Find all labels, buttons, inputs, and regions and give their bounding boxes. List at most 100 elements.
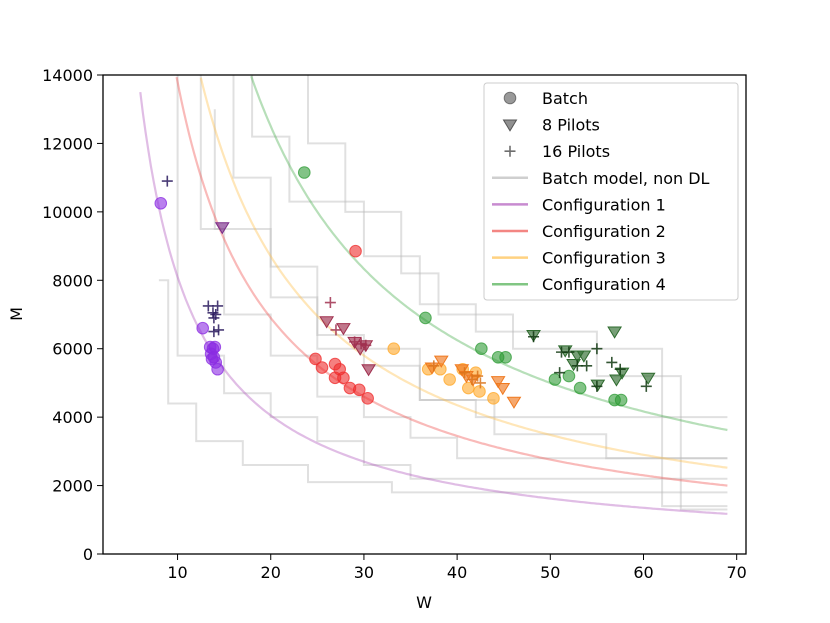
legend-label: Configuration 3	[542, 249, 666, 268]
data-point-triangle	[336, 323, 351, 336]
data-point-circle	[387, 342, 401, 356]
data-point-plus	[360, 339, 372, 351]
data-point-plus	[459, 367, 471, 379]
y-tick-label: 0	[83, 545, 93, 564]
data-point-circle	[548, 373, 562, 386]
data-point-plus	[571, 360, 583, 372]
x-tick-label: 60	[633, 563, 653, 582]
data-point-circle	[207, 350, 221, 364]
data-point-circle	[352, 383, 366, 397]
data-point-circle	[562, 369, 576, 383]
y-tick-label: 2000	[52, 477, 93, 496]
curves-layer	[139, 75, 728, 515]
data-point-plus	[554, 367, 566, 379]
data-point-plus	[472, 370, 484, 382]
data-point-plus	[355, 338, 367, 350]
data-point-triangle	[319, 316, 335, 329]
data-point-circle	[573, 381, 587, 395]
data-point-plus	[591, 380, 603, 392]
data-point-circle	[297, 166, 311, 179]
data-point-circle	[614, 393, 628, 407]
data-point-plus	[466, 374, 478, 386]
points-layer	[154, 166, 656, 409]
y-tick-label: 14000	[42, 66, 93, 85]
curve-configuration-3	[199, 77, 728, 469]
legend: Batch 8 Pilots 16 Pilots Batch model, non D…	[483, 82, 739, 301]
x-tick-label: 20	[261, 563, 281, 582]
legend-label: Batch model, non DL	[542, 169, 710, 188]
x-tick-label: 40	[447, 563, 467, 582]
data-point-plus	[208, 326, 220, 338]
x-tick-label: 10	[167, 563, 187, 582]
data-point-plus	[349, 336, 361, 348]
data-point-plus	[210, 309, 222, 320]
data-point-circle	[443, 373, 456, 386]
data-point-plus	[591, 343, 603, 355]
data-point-plus	[324, 297, 336, 309]
y-tick-label: 12000	[42, 134, 93, 153]
batch-model-step-line	[307, 75, 728, 508]
data-point-triangle	[607, 326, 622, 339]
axes-layer: 10 20 30 40 50 60 70 0 2000 4000 6000 8000 10000 1200…	[42, 66, 747, 582]
data-point-circle	[211, 362, 224, 376]
legend-label: 16 Pilots	[542, 142, 610, 161]
x-tick-label: 50	[540, 563, 560, 582]
curve-configuration-2	[175, 76, 728, 487]
legend-label: Batch	[542, 89, 588, 108]
data-point-circle	[487, 392, 500, 405]
data-point-plus	[161, 175, 173, 187]
y-tick-label: 6000	[52, 340, 93, 359]
x-tick-label: 70	[727, 563, 747, 582]
data-point-circle	[196, 321, 210, 335]
data-point-triangle	[609, 374, 624, 387]
legend-label: 8 Pilots	[542, 116, 600, 135]
legend-marker-plus	[504, 145, 516, 157]
data-point-triangle	[361, 364, 376, 377]
data-point-triangle	[640, 372, 656, 385]
data-point-circle	[154, 197, 168, 210]
data-point-plus	[606, 356, 618, 368]
x-tick-label: 30	[354, 563, 374, 582]
y-tick-label: 8000	[52, 271, 93, 290]
curve-configuration-4	[250, 75, 728, 432]
y-tick-label: 10000	[42, 203, 93, 222]
legend-label: Configuration 2	[542, 222, 666, 241]
data-point-plus	[212, 300, 224, 312]
data-point-circle	[419, 311, 432, 325]
data-point-circle	[499, 350, 512, 364]
data-point-circle	[315, 361, 329, 374]
data-point-triangle	[614, 367, 630, 380]
legend-box	[483, 82, 739, 301]
data-point-triangle	[495, 383, 511, 396]
batch-model-step-line	[199, 75, 728, 460]
data-point-circle	[361, 392, 374, 405]
data-point-triangle	[590, 379, 606, 392]
batch-model-step-line	[176, 75, 728, 480]
y-tick-label: 4000	[52, 408, 93, 427]
data-point-triangle	[490, 376, 506, 389]
data-point-circle	[475, 342, 488, 356]
data-point-triangle	[465, 374, 481, 387]
curve-configuration-1	[139, 91, 728, 515]
legend-label: Configuration 4	[542, 275, 666, 294]
legend-label: Configuration 1	[542, 195, 666, 214]
x-axis-label: W	[416, 593, 432, 612]
data-point-plus	[528, 331, 540, 343]
data-point-triangle	[214, 222, 230, 235]
legend-marker-circle	[503, 91, 517, 105]
data-point-triangle	[576, 350, 592, 363]
data-point-plus	[428, 360, 440, 372]
data-point-triangle	[506, 396, 522, 409]
data-point-plus	[330, 324, 342, 336]
data-point-circle	[309, 352, 322, 366]
data-point-plus	[202, 300, 214, 312]
data-point-triangle	[557, 345, 573, 358]
data-point-circle	[349, 244, 362, 258]
legend-marker-triangle	[502, 119, 518, 132]
data-point-plus	[563, 346, 575, 358]
batch-model-step-line	[158, 279, 728, 494]
data-point-plus	[213, 324, 225, 336]
data-point-plus	[640, 380, 652, 392]
data-point-plus	[614, 363, 626, 375]
